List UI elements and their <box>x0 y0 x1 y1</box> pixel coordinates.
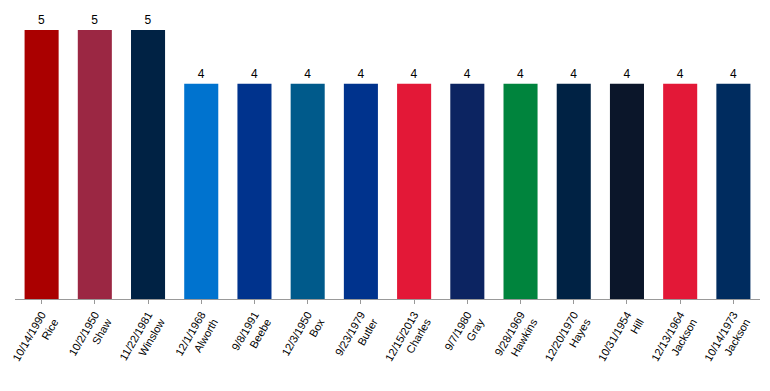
svg-text:4: 4 <box>677 67 684 81</box>
svg-text:4: 4 <box>411 67 418 81</box>
svg-text:4: 4 <box>623 67 630 81</box>
svg-text:10/14/1973Jackson: 10/14/1973Jackson <box>702 309 752 370</box>
svg-text:5: 5 <box>38 13 45 27</box>
svg-text:4: 4 <box>570 67 577 81</box>
svg-text:9/8/1991Beebe: 9/8/1991Beebe <box>229 309 273 359</box>
svg-text:12/15/2013Charles: 12/15/2013Charles <box>383 309 434 370</box>
svg-text:4: 4 <box>198 67 205 81</box>
svg-text:12/13/1964Jackson: 12/13/1964Jackson <box>649 309 699 370</box>
svg-text:5: 5 <box>91 13 98 27</box>
svg-text:9/7/1980Gray: 9/7/1980Gray <box>442 309 486 360</box>
svg-text:9/23/1979Butler: 9/23/1979Butler <box>333 309 380 365</box>
svg-text:4: 4 <box>357 67 364 81</box>
svg-text:12/1/1968Alworth: 12/1/1968Alworth <box>173 309 220 365</box>
svg-text:11/22/1981Winslow: 11/22/1981Winslow <box>117 309 167 369</box>
svg-text:10/31/1954Hill: 10/31/1954Hill <box>596 309 646 370</box>
svg-text:12/20/1970Hayes: 12/20/1970Hayes <box>542 309 593 370</box>
svg-text:4: 4 <box>730 67 737 81</box>
svg-text:10/14/1990Rice: 10/14/1990Rice <box>10 309 60 370</box>
svg-text:5: 5 <box>145 13 152 27</box>
svg-text:9/28/1969Hawkins: 9/28/1969Hawkins <box>492 309 539 365</box>
svg-text:4: 4 <box>251 67 258 81</box>
svg-text:4: 4 <box>304 67 311 81</box>
svg-text:4: 4 <box>517 67 524 81</box>
svg-text:12/3/1950Box: 12/3/1950Box <box>279 309 326 365</box>
svg-text:4: 4 <box>464 67 471 81</box>
svg-text:10/2/1950Shaw: 10/2/1950Shaw <box>66 309 113 365</box>
